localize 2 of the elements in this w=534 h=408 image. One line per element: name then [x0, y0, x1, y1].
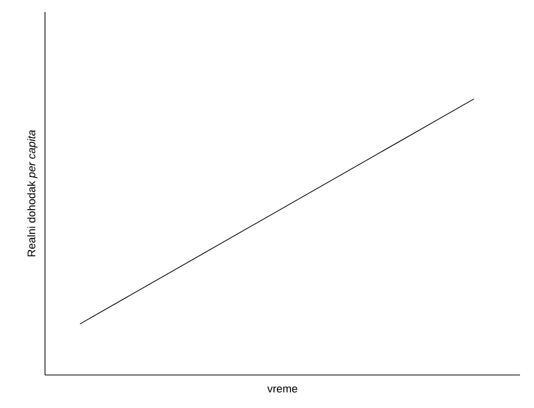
- x-axis-title: vreme: [267, 386, 298, 393]
- y-axis-title: Realni dohodak per capita: [27, 130, 38, 256]
